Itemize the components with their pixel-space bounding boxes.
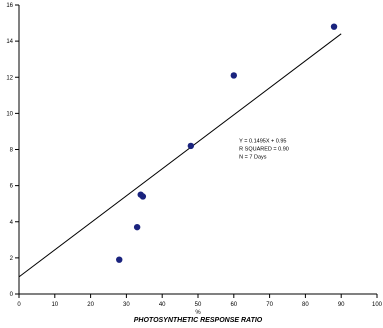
x-axis-title: PHOTOSYNTHETIC RESPONSE RATIO [134, 317, 263, 324]
y-tick-label: 12 [6, 75, 13, 81]
data-point [139, 193, 147, 200]
y-tick-label: 4 [10, 220, 14, 226]
fit-annotation: Y = 0.1495X + 0.95 [239, 138, 286, 144]
y-tick-label: 16 [6, 3, 13, 9]
x-tick-label: 10 [51, 302, 58, 308]
y-tick-label: 10 [6, 111, 13, 117]
y-tick-label: 6 [10, 184, 14, 190]
data-point [116, 256, 123, 263]
x-unit-label: % [195, 310, 201, 316]
x-tick-label: 20 [87, 302, 94, 308]
x-tick-label: 70 [266, 302, 273, 308]
y-tick-label: 2 [10, 256, 14, 262]
x-tick-label: 60 [230, 302, 237, 308]
tick-group: 0 10 20 30 40 50 60 70 80 90 100 0 2 4 6 8 10 12 14 16 [6, 3, 382, 308]
x-tick-label: 40 [159, 302, 166, 308]
x-tick-label: 50 [195, 302, 202, 308]
x-tick-label: 100 [372, 302, 383, 308]
data-point [230, 72, 237, 79]
fit-annotation: N = 7 Days [239, 154, 267, 160]
data-point [133, 223, 141, 231]
data-points [116, 23, 338, 263]
x-tick-label: 30 [123, 302, 130, 308]
fit-line-group [18, 33, 342, 278]
data-point [187, 142, 195, 150]
x-tick-label: 80 [302, 302, 309, 308]
y-tick-label: 0 [10, 292, 14, 298]
data-point [330, 23, 338, 30]
fit-annotation: R SQUARED = 0.90 [239, 146, 289, 152]
regression-line [18, 33, 342, 278]
x-tick-label: 90 [338, 302, 345, 308]
y-tick-label: 8 [10, 148, 14, 154]
x-tick-label: 0 [17, 302, 21, 308]
label-group: %PHOTOSYNTHETIC RESPONSE RATIO Y = 0.1495… [134, 138, 289, 324]
axes [18, 5, 377, 295]
y-tick-label: 14 [6, 39, 13, 45]
